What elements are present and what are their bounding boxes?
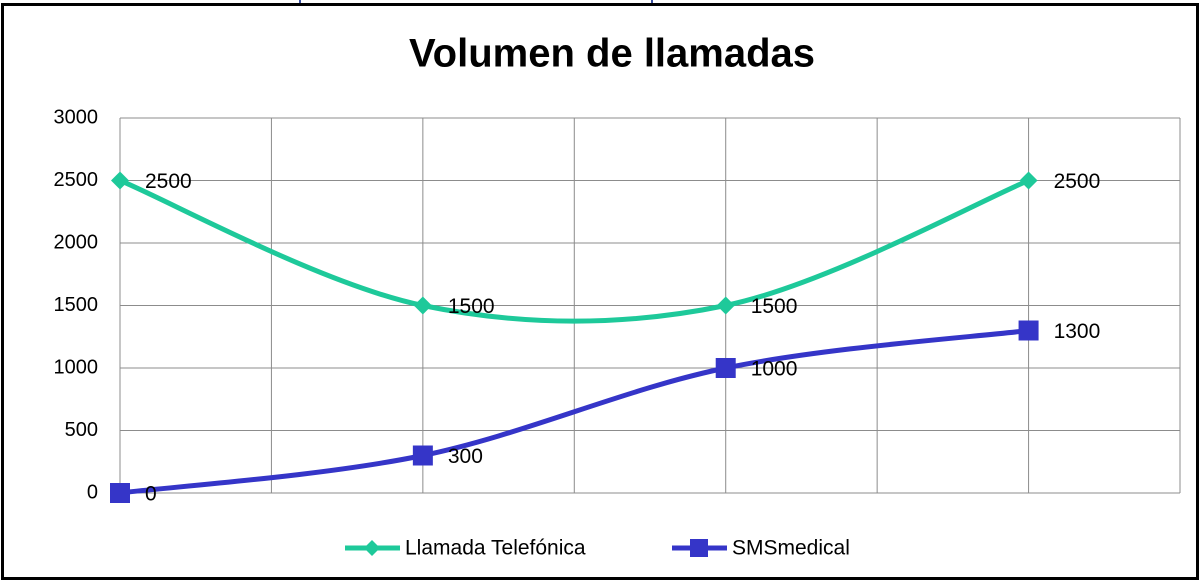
- chart-title: Volumen de llamadas: [409, 32, 815, 76]
- marker: [413, 296, 432, 315]
- marker: [111, 171, 129, 190]
- legend-marker: [364, 540, 380, 556]
- y-tick-label: 500: [65, 419, 98, 441]
- marker: [412, 445, 433, 466]
- y-tick-label: 0: [87, 481, 98, 503]
- marker: [1019, 171, 1038, 190]
- data-label: 1500: [448, 295, 495, 318]
- y-tick-label: 2000: [54, 231, 99, 253]
- chart-border: [1, 3, 1199, 580]
- data-label: 300: [448, 445, 483, 468]
- marker: [1018, 320, 1039, 341]
- legend-marker: [690, 539, 708, 557]
- data-label: 1300: [1054, 320, 1101, 343]
- series-line: [119, 328, 1029, 496]
- marker: [110, 483, 130, 503]
- marker: [716, 296, 735, 315]
- data-label: 2500: [145, 170, 192, 193]
- data-label: 1500: [751, 295, 798, 318]
- data-label: 2500: [1054, 170, 1101, 193]
- legend-label: SMSmedical: [732, 537, 850, 560]
- y-tick-label: 1500: [54, 294, 99, 316]
- y-tick-label: 1000: [54, 356, 99, 378]
- series-line: [119, 178, 1030, 324]
- legend-label: Llamada Telefónica: [405, 537, 586, 560]
- y-tick-label: 2500: [54, 169, 99, 191]
- marker: [715, 358, 736, 378]
- y-tick-label: 3000: [54, 106, 99, 128]
- data-label: 0: [145, 483, 157, 506]
- data-label: 1000: [751, 358, 798, 381]
